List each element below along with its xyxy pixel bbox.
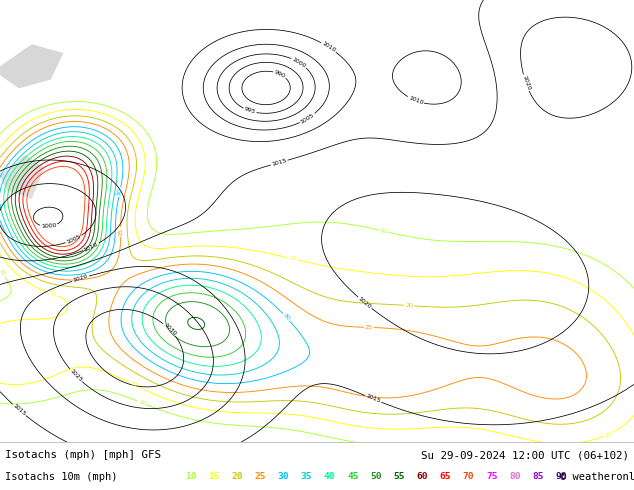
Text: 1000: 1000: [41, 223, 56, 229]
Text: 1010: 1010: [83, 242, 100, 252]
Text: 15: 15: [288, 255, 297, 262]
Text: 1015: 1015: [271, 158, 287, 167]
Text: 1025: 1025: [68, 368, 83, 383]
Text: 65: 65: [440, 472, 451, 481]
Text: Isotachs (mph) [mph] GFS: Isotachs (mph) [mph] GFS: [5, 450, 161, 461]
Text: 10: 10: [0, 268, 6, 277]
Text: 15: 15: [48, 291, 57, 298]
Text: 20: 20: [405, 303, 413, 308]
Text: 10: 10: [380, 228, 388, 235]
Polygon shape: [0, 44, 63, 88]
Text: 25: 25: [254, 472, 266, 481]
Text: 990: 990: [273, 70, 287, 79]
Text: 30: 30: [281, 313, 291, 322]
Text: 55: 55: [393, 472, 405, 481]
Text: 1005: 1005: [299, 112, 315, 124]
Text: 1020: 1020: [357, 296, 372, 310]
Text: Isotachs 10m (mph): Isotachs 10m (mph): [5, 471, 117, 482]
Text: 80: 80: [509, 472, 521, 481]
Text: 30: 30: [117, 188, 123, 196]
Polygon shape: [0, 155, 44, 199]
Text: 10: 10: [185, 472, 197, 481]
Text: 1005: 1005: [66, 234, 82, 245]
Text: 25: 25: [365, 325, 373, 330]
Text: 15: 15: [129, 380, 138, 388]
Text: 75: 75: [486, 472, 498, 481]
Text: 1015: 1015: [11, 403, 27, 417]
Text: 1020: 1020: [72, 274, 89, 283]
Text: 1015: 1015: [365, 393, 381, 404]
Text: 15: 15: [208, 472, 220, 481]
Text: 30: 30: [278, 472, 289, 481]
Text: 45: 45: [347, 472, 359, 481]
Text: 10: 10: [138, 399, 146, 407]
Text: 40: 40: [324, 472, 335, 481]
Text: Su 29-09-2024 12:00 UTC (06+102): Su 29-09-2024 12:00 UTC (06+102): [421, 450, 629, 461]
Text: 20: 20: [231, 472, 243, 481]
Text: 35: 35: [301, 472, 313, 481]
Text: 1010: 1010: [321, 41, 337, 53]
Text: 70: 70: [463, 472, 474, 481]
Text: 1020: 1020: [521, 74, 531, 91]
Text: © weatheronline.co.uk: © weatheronline.co.uk: [560, 471, 634, 482]
Text: 995: 995: [243, 107, 256, 115]
Text: 50: 50: [370, 472, 382, 481]
Text: 1000: 1000: [291, 56, 307, 69]
Text: 85: 85: [532, 472, 544, 481]
Text: 25: 25: [118, 228, 123, 236]
Text: 15: 15: [604, 431, 612, 439]
Text: 60: 60: [417, 472, 428, 481]
Text: 1010: 1010: [408, 96, 424, 106]
Text: 90: 90: [555, 472, 567, 481]
Text: 1030: 1030: [162, 322, 177, 337]
